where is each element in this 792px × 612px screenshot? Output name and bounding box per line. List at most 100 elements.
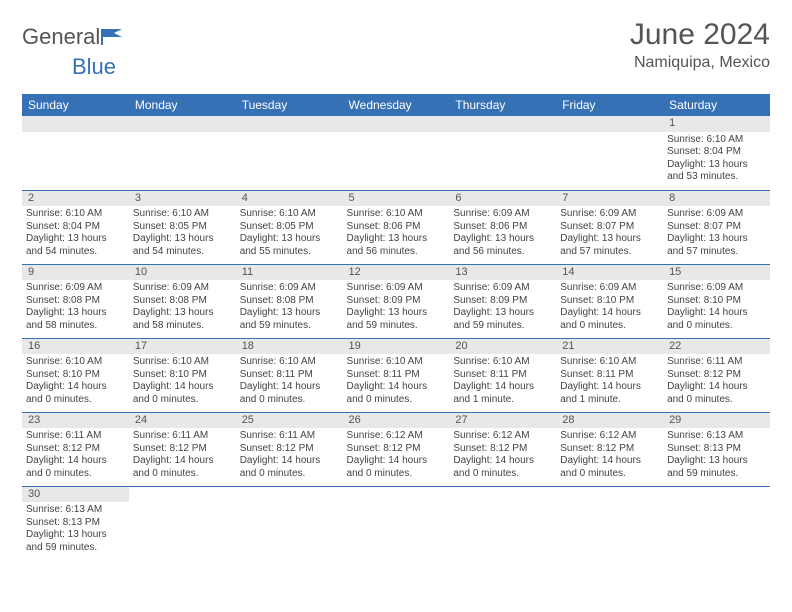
day-number: 17 (129, 339, 236, 355)
daylight-text: Daylight: 13 hours and 57 minutes. (667, 233, 766, 258)
calendar-cell: 29Sunrise: 6:13 AMSunset: 8:13 PMDayligh… (663, 412, 770, 486)
day-number: 21 (556, 339, 663, 355)
sunrise-text: Sunrise: 6:13 AM (667, 430, 766, 443)
sunrise-text: Sunrise: 6:09 AM (240, 282, 339, 295)
flag-icon (100, 27, 126, 47)
weekday-header: Tuesday (236, 94, 343, 116)
daylight-text: Daylight: 13 hours and 54 minutes. (133, 233, 232, 258)
daylight-text: Daylight: 14 hours and 0 minutes. (560, 455, 659, 480)
sunset-text: Sunset: 8:05 PM (133, 221, 232, 234)
day-number: 6 (449, 191, 556, 207)
sunrise-text: Sunrise: 6:10 AM (240, 208, 339, 221)
calendar-cell: 2Sunrise: 6:10 AMSunset: 8:04 PMDaylight… (22, 190, 129, 264)
day-number: 2 (22, 191, 129, 207)
daylight-text: Daylight: 13 hours and 58 minutes. (133, 307, 232, 332)
calendar-cell (22, 116, 129, 190)
sunset-text: Sunset: 8:12 PM (667, 369, 766, 382)
sunset-text: Sunset: 8:12 PM (26, 443, 125, 456)
daylight-text: Daylight: 13 hours and 59 minutes. (26, 529, 125, 554)
calendar-cell (343, 116, 450, 190)
sunset-text: Sunset: 8:04 PM (667, 146, 766, 159)
sunset-text: Sunset: 8:09 PM (453, 295, 552, 308)
day-number: 3 (129, 191, 236, 207)
daylight-text: Daylight: 14 hours and 0 minutes. (560, 307, 659, 332)
sunset-text: Sunset: 8:08 PM (133, 295, 232, 308)
sunset-text: Sunset: 8:10 PM (133, 369, 232, 382)
calendar-cell: 3Sunrise: 6:10 AMSunset: 8:05 PMDaylight… (129, 190, 236, 264)
calendar-cell: 20Sunrise: 6:10 AMSunset: 8:11 PMDayligh… (449, 338, 556, 412)
calendar-cell (343, 486, 450, 560)
daylight-text: Daylight: 14 hours and 0 minutes. (667, 307, 766, 332)
sunrise-text: Sunrise: 6:09 AM (560, 282, 659, 295)
sunrise-text: Sunrise: 6:12 AM (560, 430, 659, 443)
daylight-text: Daylight: 13 hours and 53 minutes. (667, 159, 766, 184)
daylight-text: Daylight: 13 hours and 56 minutes. (453, 233, 552, 258)
empty-daynum (449, 116, 556, 132)
calendar-cell: 30Sunrise: 6:13 AMSunset: 8:13 PMDayligh… (22, 486, 129, 560)
calendar-cell: 8Sunrise: 6:09 AMSunset: 8:07 PMDaylight… (663, 190, 770, 264)
weekday-header: Saturday (663, 94, 770, 116)
calendar-cell: 4Sunrise: 6:10 AMSunset: 8:05 PMDaylight… (236, 190, 343, 264)
day-number: 7 (556, 191, 663, 207)
day-number: 25 (236, 413, 343, 429)
location-label: Namiquipa, Mexico (630, 54, 770, 72)
sunrise-text: Sunrise: 6:10 AM (667, 134, 766, 147)
calendar-cell: 13Sunrise: 6:09 AMSunset: 8:09 PMDayligh… (449, 264, 556, 338)
sunset-text: Sunset: 8:13 PM (667, 443, 766, 456)
calendar-cell: 24Sunrise: 6:11 AMSunset: 8:12 PMDayligh… (129, 412, 236, 486)
logo-text-1: General (22, 24, 100, 50)
title-block: June 2024 Namiquipa, Mexico (630, 18, 770, 72)
day-number: 5 (343, 191, 450, 207)
calendar-cell: 23Sunrise: 6:11 AMSunset: 8:12 PMDayligh… (22, 412, 129, 486)
daylight-text: Daylight: 14 hours and 0 minutes. (347, 381, 446, 406)
calendar-cell: 22Sunrise: 6:11 AMSunset: 8:12 PMDayligh… (663, 338, 770, 412)
daylight-text: Daylight: 13 hours and 55 minutes. (240, 233, 339, 258)
day-number: 27 (449, 413, 556, 429)
sunset-text: Sunset: 8:12 PM (453, 443, 552, 456)
sunrise-text: Sunrise: 6:10 AM (347, 356, 446, 369)
calendar-week-row: 16Sunrise: 6:10 AMSunset: 8:10 PMDayligh… (22, 338, 770, 412)
day-number: 26 (343, 413, 450, 429)
day-number: 12 (343, 265, 450, 281)
daylight-text: Daylight: 14 hours and 1 minute. (453, 381, 552, 406)
calendar-cell: 21Sunrise: 6:10 AMSunset: 8:11 PMDayligh… (556, 338, 663, 412)
calendar-cell: 5Sunrise: 6:10 AMSunset: 8:06 PMDaylight… (343, 190, 450, 264)
logo-text-2: Blue (72, 54, 116, 80)
calendar-cell: 11Sunrise: 6:09 AMSunset: 8:08 PMDayligh… (236, 264, 343, 338)
sunrise-text: Sunrise: 6:10 AM (453, 356, 552, 369)
weekday-header: Sunday (22, 94, 129, 116)
daylight-text: Daylight: 14 hours and 0 minutes. (453, 455, 552, 480)
sunset-text: Sunset: 8:11 PM (240, 369, 339, 382)
daylight-text: Daylight: 14 hours and 0 minutes. (26, 455, 125, 480)
sunset-text: Sunset: 8:08 PM (26, 295, 125, 308)
sunrise-text: Sunrise: 6:09 AM (667, 282, 766, 295)
daylight-text: Daylight: 13 hours and 54 minutes. (26, 233, 125, 258)
calendar-cell (556, 116, 663, 190)
sunrise-text: Sunrise: 6:09 AM (560, 208, 659, 221)
sunrise-text: Sunrise: 6:10 AM (240, 356, 339, 369)
calendar-cell: 1Sunrise: 6:10 AMSunset: 8:04 PMDaylight… (663, 116, 770, 190)
day-number: 28 (556, 413, 663, 429)
empty-daynum (22, 116, 129, 132)
logo: General (22, 18, 128, 50)
weekday-header: Friday (556, 94, 663, 116)
daylight-text: Daylight: 14 hours and 0 minutes. (26, 381, 125, 406)
day-number: 18 (236, 339, 343, 355)
day-number: 11 (236, 265, 343, 281)
sunset-text: Sunset: 8:12 PM (560, 443, 659, 456)
calendar-cell (129, 116, 236, 190)
page-title: June 2024 (630, 18, 770, 52)
empty-daynum (129, 116, 236, 132)
day-number: 10 (129, 265, 236, 281)
daylight-text: Daylight: 14 hours and 0 minutes. (133, 381, 232, 406)
day-number: 29 (663, 413, 770, 429)
sunrise-text: Sunrise: 6:10 AM (560, 356, 659, 369)
calendar-cell: 10Sunrise: 6:09 AMSunset: 8:08 PMDayligh… (129, 264, 236, 338)
calendar-cell: 27Sunrise: 6:12 AMSunset: 8:12 PMDayligh… (449, 412, 556, 486)
sunrise-text: Sunrise: 6:09 AM (667, 208, 766, 221)
daylight-text: Daylight: 14 hours and 0 minutes. (240, 455, 339, 480)
calendar-week-row: 9Sunrise: 6:09 AMSunset: 8:08 PMDaylight… (22, 264, 770, 338)
sunrise-text: Sunrise: 6:10 AM (26, 208, 125, 221)
sunset-text: Sunset: 8:10 PM (667, 295, 766, 308)
daylight-text: Daylight: 13 hours and 59 minutes. (667, 455, 766, 480)
